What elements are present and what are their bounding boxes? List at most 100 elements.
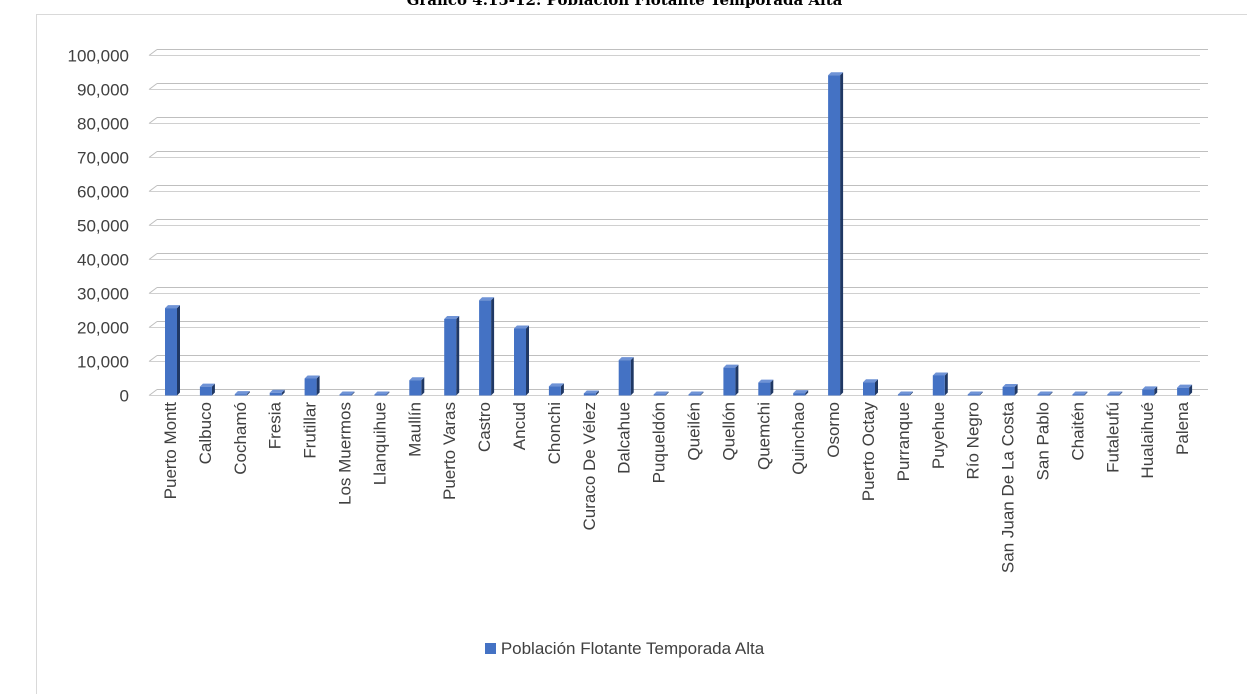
x-tick-label: Llanquihue [370, 402, 389, 485]
bar-front [653, 394, 666, 396]
bar-top [1177, 384, 1193, 388]
bar [199, 383, 215, 396]
bar-front [304, 378, 317, 396]
y-tick-label: 100,000 [68, 47, 129, 66]
bar-side [421, 377, 425, 396]
y-tick-label: 10,000 [77, 353, 129, 372]
bar-top [514, 325, 529, 329]
bar [723, 364, 739, 396]
y-tick-label: 20,000 [77, 319, 129, 338]
x-tick-label: Chaitén [1068, 402, 1087, 461]
bar-top [165, 305, 180, 309]
bar-front [165, 308, 177, 396]
bar-top [1002, 384, 1018, 387]
bar-top [234, 391, 250, 395]
bar-front [444, 319, 457, 396]
bar [514, 325, 529, 396]
gridlines [148, 49, 1208, 396]
bar-front [1177, 387, 1190, 396]
gridline [148, 321, 158, 328]
y-tick-label: 90,000 [77, 81, 129, 100]
x-tick-label: Chonchi [545, 402, 564, 464]
x-tick-label: Futaleufú [1103, 402, 1122, 473]
gridline [148, 49, 158, 56]
bar [758, 379, 774, 396]
gridline [148, 185, 158, 192]
bar-side [1049, 391, 1053, 396]
bar-side [1084, 391, 1088, 396]
bar-side [560, 383, 564, 396]
bar-top [339, 391, 355, 395]
x-tick-label: Puyehue [929, 402, 948, 469]
bar [653, 391, 669, 396]
bar-front [409, 380, 422, 396]
x-tick-label: Puerto Octay [859, 402, 878, 502]
x-tick-label: Puqueldón [650, 402, 669, 483]
x-tick-label: Maullín [405, 402, 424, 457]
x-tick-label: Castro [475, 402, 494, 452]
bar [1177, 384, 1193, 396]
bar-top [967, 391, 983, 395]
bar-side [805, 390, 809, 396]
bar-top [897, 391, 913, 395]
x-axis-ticks: Puerto Montt Calbuco Cochamó Fresia Frutilla… [161, 401, 1192, 573]
bar [165, 305, 180, 396]
bar-top [444, 316, 460, 319]
bar-top [1142, 386, 1158, 390]
bar-side [630, 357, 634, 396]
x-tick-label: Puerto Montt [161, 402, 180, 500]
x-tick-label: Palena [1173, 401, 1192, 454]
gridline [148, 355, 158, 362]
bar [374, 391, 390, 396]
bar-front [863, 382, 875, 396]
bar-side [1014, 384, 1018, 396]
bar-top [758, 379, 774, 383]
bar-side [1154, 386, 1158, 396]
bar [1002, 384, 1018, 396]
bar-top [199, 383, 215, 387]
y-tick-label: 30,000 [77, 285, 129, 304]
bar [1037, 391, 1053, 396]
x-tick-label: Hualaihué [1138, 402, 1157, 479]
bar [688, 391, 704, 396]
bar-top [583, 390, 599, 394]
y-tick-label: 40,000 [77, 251, 129, 270]
x-tick-label: Puerto Varas [440, 402, 459, 500]
x-tick-label: Curaco De Vélez [580, 402, 599, 531]
x-tick-label: Fresia [266, 401, 285, 449]
legend: Población Flotante Temporada Alta [0, 639, 1249, 659]
bar [793, 390, 809, 396]
bar-front [374, 394, 387, 396]
bar-side [840, 72, 844, 396]
y-axis-ticks: 0 10,000 20,000 30,000 40,000 50,000 60,000 70,… [68, 47, 129, 406]
bar-front [514, 328, 526, 396]
x-tick-label: Calbuco [196, 402, 215, 464]
bar [234, 391, 250, 396]
bar-side [316, 375, 320, 396]
bar [583, 390, 599, 396]
x-tick-label: Osorno [824, 402, 843, 458]
bar-side [595, 390, 599, 396]
bar [444, 316, 460, 396]
bar-side [351, 391, 355, 396]
bar-front [199, 386, 212, 396]
bar-front [1107, 394, 1120, 396]
x-tick-label: Quemchi [754, 402, 773, 470]
bar-front [479, 300, 492, 396]
bar [409, 377, 425, 396]
bar-front [828, 75, 841, 396]
bar-top [374, 391, 390, 395]
bar-front [793, 393, 806, 396]
legend-swatch [484, 643, 496, 655]
bar-side [979, 391, 983, 396]
gridline [148, 389, 158, 396]
chart-frame [36, 14, 1247, 694]
bar-top [409, 377, 425, 381]
bar-top [548, 383, 564, 387]
x-tick-label: Dalcahue [615, 402, 634, 474]
bar-top [653, 391, 669, 395]
bar-top [828, 72, 844, 76]
bar [897, 391, 913, 396]
bar-side [386, 391, 390, 396]
bar-side [770, 379, 774, 396]
